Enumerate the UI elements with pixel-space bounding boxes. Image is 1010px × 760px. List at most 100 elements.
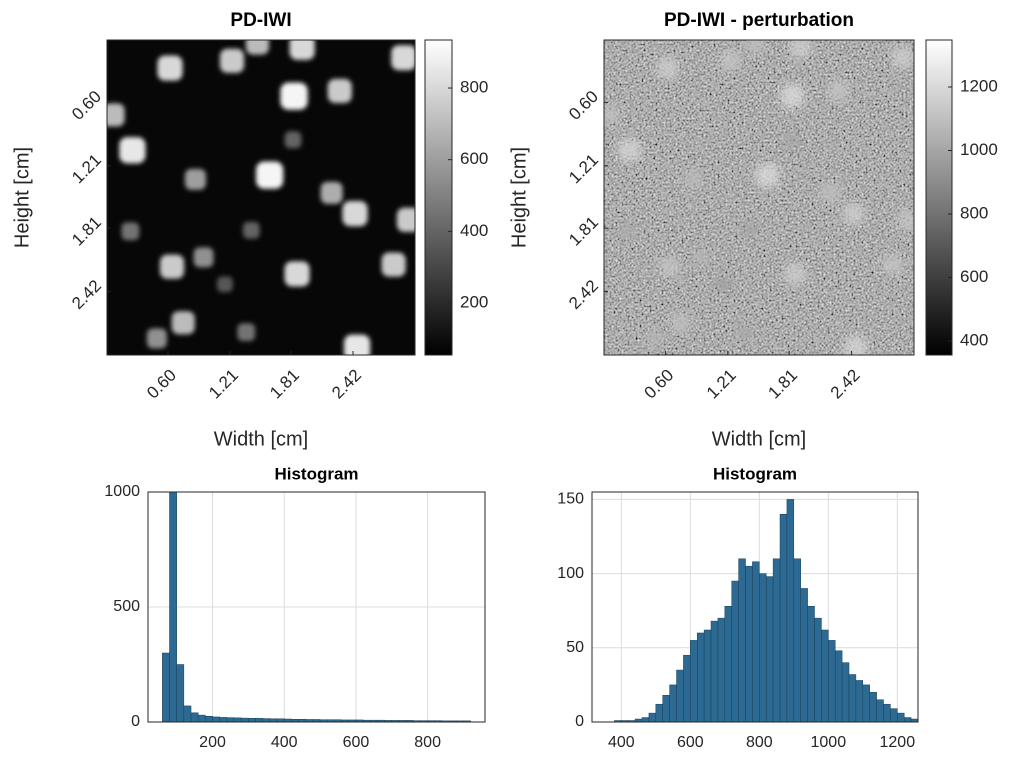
spot bbox=[327, 78, 352, 104]
spot bbox=[159, 254, 185, 279]
histogram-bar bbox=[248, 718, 256, 723]
histogram-bar bbox=[703, 629, 712, 723]
chart-title: Histogram bbox=[274, 464, 358, 483]
spot bbox=[783, 132, 799, 148]
colorbar-tick-label: 200 bbox=[460, 293, 488, 312]
spot bbox=[719, 50, 740, 71]
spot bbox=[618, 139, 641, 162]
spot bbox=[619, 223, 636, 240]
spot bbox=[284, 261, 310, 287]
spot bbox=[193, 247, 214, 268]
colorbar-tick-label: 600 bbox=[960, 267, 988, 286]
histogram-bar bbox=[717, 617, 726, 723]
spot bbox=[320, 181, 343, 204]
spot bbox=[645, 329, 663, 348]
x-axis-label: Width [cm] bbox=[712, 428, 806, 450]
histogram-bar bbox=[800, 588, 808, 723]
spot bbox=[897, 209, 914, 230]
spot bbox=[280, 82, 308, 110]
histogram-bar bbox=[641, 717, 650, 723]
spot bbox=[242, 221, 260, 239]
histogram-bar bbox=[738, 558, 746, 723]
histogram-bar bbox=[724, 606, 732, 723]
chart-title: PD-IWI bbox=[230, 10, 291, 31]
histogram-bar bbox=[897, 712, 905, 723]
histogram-bar bbox=[655, 703, 663, 723]
x-tick-label: 200 bbox=[199, 734, 226, 751]
spot bbox=[119, 137, 146, 164]
axes-box bbox=[603, 39, 915, 356]
spot bbox=[784, 263, 806, 285]
spot bbox=[683, 170, 703, 189]
histogram-bar bbox=[834, 650, 843, 723]
spot bbox=[396, 207, 415, 232]
y-tick-label: 0 bbox=[575, 713, 584, 730]
spot bbox=[715, 276, 731, 292]
x-tick-label: 2.42 bbox=[827, 366, 864, 403]
spot bbox=[657, 57, 678, 79]
spot bbox=[219, 48, 245, 73]
y-tick-label: 0 bbox=[131, 713, 140, 730]
y-tick-label: 1.21 bbox=[565, 150, 602, 187]
x-tick-label: 1200 bbox=[880, 734, 916, 751]
spot bbox=[184, 168, 206, 190]
y-tick-label: 2.42 bbox=[565, 276, 602, 313]
histogram-bar bbox=[869, 692, 877, 723]
y-tick-label: 150 bbox=[557, 491, 584, 508]
histogram-bar bbox=[883, 703, 891, 723]
colorbar-tick-label: 1200 bbox=[960, 76, 998, 95]
y-tick-label: 0.60 bbox=[565, 87, 602, 124]
y-tick-label: 0.60 bbox=[68, 87, 105, 124]
histogram-bar bbox=[669, 684, 677, 723]
histogram-bar bbox=[205, 716, 213, 723]
spot bbox=[391, 45, 415, 71]
y-axis-label: Height [cm] bbox=[11, 147, 33, 248]
y-tick-label: 2.42 bbox=[68, 276, 105, 313]
histogram-bar bbox=[731, 580, 739, 723]
spot bbox=[255, 161, 284, 189]
axes-box bbox=[591, 491, 919, 723]
colorbar-tick-label: 600 bbox=[460, 149, 488, 168]
histogram-bar bbox=[779, 514, 788, 723]
spot bbox=[107, 103, 125, 127]
histogram-bar bbox=[772, 558, 781, 723]
histogram-bar bbox=[793, 558, 801, 723]
spot bbox=[828, 81, 849, 101]
x-tick-label: 0.60 bbox=[143, 366, 180, 403]
histogram-bar bbox=[752, 561, 760, 723]
x-tick-label: 800 bbox=[746, 734, 773, 751]
x-tick-label: 1.81 bbox=[764, 366, 801, 403]
colorbar-tick-label: 800 bbox=[960, 203, 988, 222]
spot bbox=[343, 334, 371, 355]
colorbar bbox=[925, 39, 953, 356]
spot bbox=[171, 311, 195, 335]
x-tick-label: 600 bbox=[677, 734, 704, 751]
spot bbox=[780, 84, 804, 108]
spot bbox=[284, 131, 302, 149]
histogram-bar bbox=[828, 640, 836, 723]
colorbar bbox=[424, 39, 453, 356]
histogram-bar bbox=[197, 714, 206, 723]
histogram-bar bbox=[212, 716, 220, 723]
x-tick-label: 2.42 bbox=[328, 366, 365, 403]
histogram-bar bbox=[848, 674, 857, 723]
histogram-bar bbox=[262, 718, 271, 723]
spot bbox=[157, 55, 183, 81]
spot bbox=[741, 222, 757, 238]
spot bbox=[843, 203, 865, 225]
chart-title: Histogram bbox=[713, 464, 797, 483]
chart-title: PD-IWI - perturbation bbox=[664, 10, 854, 31]
histogram-bar bbox=[219, 717, 228, 723]
spot bbox=[671, 313, 691, 333]
y-tick-label: 1.81 bbox=[565, 213, 602, 250]
x-tick-label: 800 bbox=[414, 734, 441, 751]
spot bbox=[289, 40, 315, 60]
histogram-bar bbox=[676, 669, 684, 723]
spot bbox=[146, 328, 167, 349]
histogram-bar bbox=[233, 717, 242, 723]
histogram-bar bbox=[814, 617, 822, 723]
histogram-bar bbox=[162, 652, 170, 723]
image-background bbox=[107, 40, 415, 355]
spot bbox=[217, 276, 233, 293]
